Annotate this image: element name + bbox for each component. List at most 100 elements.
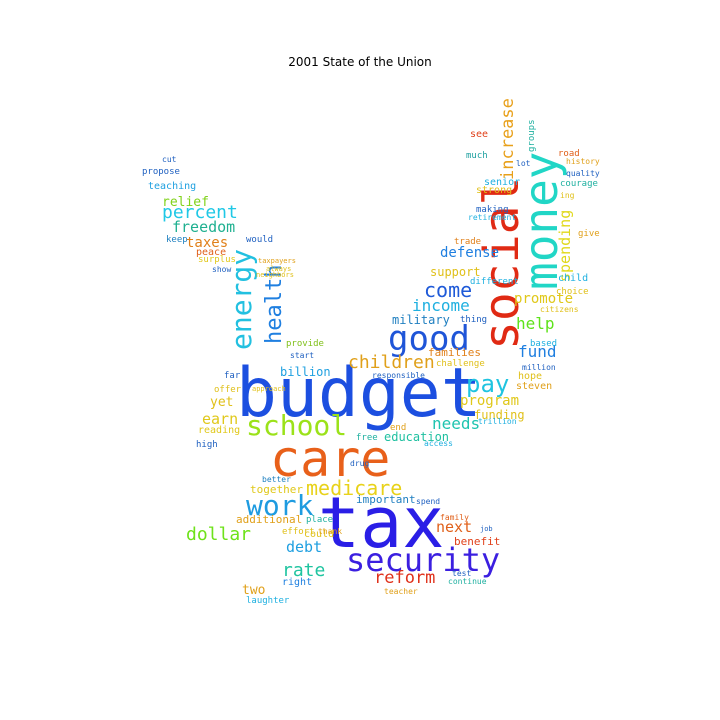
cloud-word: teaching xyxy=(148,181,197,192)
cloud-word: income xyxy=(412,296,470,315)
cloud-word: additional xyxy=(236,513,303,526)
cloud-word: offer xyxy=(214,385,242,395)
cloud-word: cut xyxy=(162,155,177,164)
cloud-word: could xyxy=(304,529,335,540)
cloud-word: come xyxy=(424,278,473,302)
cloud-word: trillion xyxy=(478,417,517,426)
cloud-word: children xyxy=(348,352,435,373)
cloud-word: keep xyxy=(166,235,188,245)
cloud-word: family xyxy=(440,513,469,522)
cloud-word: percent xyxy=(162,202,238,223)
cloud-word: medicare xyxy=(306,476,403,500)
cloud-word: pay xyxy=(466,370,510,398)
cloud-word: thing xyxy=(460,315,488,325)
cloud-word: laughter xyxy=(246,596,290,606)
cloud-word: give xyxy=(578,229,600,239)
cloud-word: debt xyxy=(286,538,323,556)
cloud-word: retirement xyxy=(468,213,517,222)
cloud-title: 2001 State of the Union xyxy=(288,55,432,69)
cloud-word: start xyxy=(290,351,315,360)
cloud-word: freedom xyxy=(172,218,236,236)
cloud-word: citizens xyxy=(540,305,579,314)
cloud-word: drug xyxy=(350,459,370,468)
cloud-word: increase xyxy=(498,98,518,180)
cloud-word: thank xyxy=(318,527,343,536)
cloud-word: neighbors xyxy=(256,271,294,279)
cloud-word: school xyxy=(246,409,348,442)
cloud-word: benefit xyxy=(454,535,501,548)
cloud-word: billion xyxy=(280,365,331,379)
cloud-word: continue xyxy=(448,577,487,586)
cloud-word: access xyxy=(424,439,453,448)
cloud-word: reading xyxy=(198,425,241,436)
cloud-word: responsible xyxy=(372,371,425,380)
cloud-word: propose xyxy=(142,167,180,177)
cloud-word: right xyxy=(282,577,313,588)
cloud-word: provide xyxy=(286,339,324,349)
cloud-word: quality xyxy=(566,169,600,178)
cloud-word: two xyxy=(242,583,266,598)
cloud-word: child xyxy=(558,273,589,284)
cloud-word: spend xyxy=(416,497,441,506)
cloud-word: earn xyxy=(202,410,239,428)
cloud-word: much xyxy=(466,151,488,161)
cloud-word: different xyxy=(470,277,519,287)
cloud-word: care xyxy=(270,430,391,488)
cloud-word: funding xyxy=(474,408,525,422)
cloud-word: relief xyxy=(162,195,209,210)
cloud-word: free xyxy=(356,433,378,443)
cloud-word: far xyxy=(224,371,241,381)
cloud-word: job xyxy=(480,525,493,533)
cloud-word: always xyxy=(266,265,292,273)
cloud-word: education xyxy=(384,430,450,444)
cloud-word: based xyxy=(530,339,558,349)
cloud-word: taxpayers xyxy=(258,257,296,265)
cloud-word: families xyxy=(428,346,481,359)
cloud-word: strong xyxy=(476,185,513,196)
cloud-word: budget xyxy=(236,354,482,433)
cloud-word: work xyxy=(246,489,314,522)
cloud-word: see xyxy=(470,129,489,140)
cloud-word: show xyxy=(212,265,232,274)
cloud-word: trade xyxy=(454,237,482,247)
cloud-word: together xyxy=(250,483,303,496)
cloud-word: good xyxy=(388,319,470,359)
cloud-word: peace xyxy=(196,247,227,258)
cloud-word: would xyxy=(246,235,274,245)
cloud-word: rate xyxy=(282,560,326,581)
cloud-word: steven xyxy=(516,381,553,392)
cloud-word: surplus xyxy=(198,255,236,265)
cloud-word: spending xyxy=(556,209,574,282)
cloud-word: taxes xyxy=(186,235,229,251)
cloud-word: fund xyxy=(518,342,557,361)
cloud-word: end xyxy=(390,423,407,433)
cloud-word: important xyxy=(356,493,416,506)
cloud-word: dollar xyxy=(186,524,252,545)
cloud-word: million xyxy=(522,363,556,372)
cloud-word: ing xyxy=(560,191,575,200)
cloud-word: approach xyxy=(252,385,286,393)
cloud-word: challenge xyxy=(436,359,485,369)
cloud-word: security xyxy=(346,541,501,579)
cloud-word: help xyxy=(516,314,555,333)
cloud-word: next xyxy=(436,518,473,536)
cloud-word: support xyxy=(430,265,481,279)
cloud-word: test xyxy=(452,569,472,578)
cloud-word: high xyxy=(196,440,218,450)
cloud-word: lot xyxy=(516,159,531,168)
cloud-word: tax xyxy=(318,482,445,564)
cloud-word: effort xyxy=(282,527,315,537)
cloud-word: hope xyxy=(518,371,543,382)
cloud-word: needs xyxy=(432,414,481,433)
cloud-word: choice xyxy=(556,287,589,297)
cloud-word: courage xyxy=(560,179,598,189)
cloud-word: yet xyxy=(210,395,234,410)
cloud-word: program xyxy=(460,393,520,409)
cloud-word: military xyxy=(392,313,450,327)
cloud-word: better xyxy=(262,475,291,484)
cloud-word: senior xyxy=(484,177,521,188)
cloud-word: making xyxy=(476,205,509,215)
cloud-word: defense xyxy=(440,245,500,261)
cloud-word: groups xyxy=(527,119,537,152)
